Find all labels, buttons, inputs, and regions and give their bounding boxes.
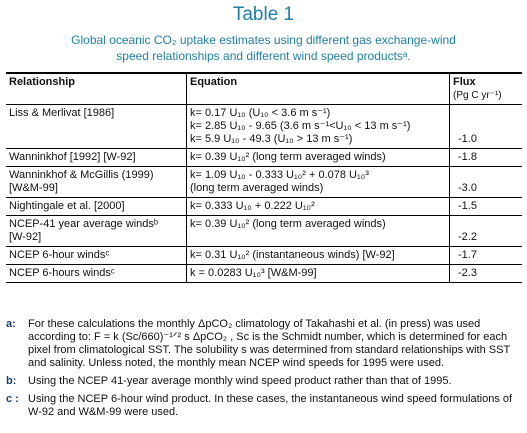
relationship-line: NCEP 6-hour windsᶜ [9, 249, 110, 261]
note-label: b: [6, 375, 17, 387]
relationship-line: [W-92] [9, 231, 42, 243]
column-unit: (Pg C yr⁻¹) [453, 90, 502, 101]
relationship-cell: NCEP 6-hour windsᶜ [6, 246, 187, 265]
table-body: Liss & Merlivat [1986] k= 0.17 U₁₀ (U₁₀ <… [6, 104, 522, 283]
flux-cell: -3.0 [449, 166, 522, 198]
equation-line: k= 0.39 U₁₀² (long term averaged winds) [190, 151, 386, 163]
flux-cell: -1.8 [449, 148, 522, 167]
subtitle-line: Global oceanic CO₂ uptake estimates usin… [71, 33, 456, 47]
table-row: Nightingale et al. [2000] k= 0.333 U₁₀ + … [6, 197, 522, 216]
column-header: Relationship [6, 72, 187, 105]
equation-cell: k= 1.09 U₁₀ - 0.333 U₁₀² + 0.078 U₁₀³ (lo… [186, 166, 450, 198]
table-row: Wanninkhof & McGillis (1999) [W&M-99] k= 1… [6, 166, 522, 198]
note-text: Using the NCEP 41-year average monthly w… [28, 375, 452, 387]
note-text: Using the NCEP 6-hour wind product. In t… [28, 393, 513, 418]
column-header: Equation [186, 72, 450, 105]
relationship-line: Wanninkhof & McGillis (1999) [9, 169, 154, 181]
equation-line: k= 0.31 U₁₀² (instantaneous winds) [W-92… [190, 249, 395, 261]
flux-cell: -1.5 [449, 197, 522, 216]
note: c : Using the NCEP 6-hour wind product. I… [6, 393, 518, 419]
equation-line: k= 2.85 U₁₀ - 9.65 (3.6 m s⁻¹<U₁₀ < 13 m… [190, 120, 411, 132]
notes: a: For these calculations the monthly ΔpC… [6, 318, 518, 424]
relationship-line: Wanninkhof [1992] [W-92] [9, 151, 136, 163]
relationship-cell: NCEP-41 year average windsᵇ [W-92] [6, 215, 187, 247]
equation-cell: k= 0.39 U₁₀² (long term averaged winds) [186, 215, 450, 247]
relationship-cell: NCEP 6-hours windsᶜ [6, 264, 187, 283]
relationship-cell: Nightingale et al. [2000] [6, 197, 187, 216]
equation-cell: k= 0.31 U₁₀² (instantaneous winds) [W-92… [186, 246, 450, 265]
equation-cell: k= 0.17 U₁₀ (U₁₀ < 3.6 m s⁻¹) k= 2.85 U₁₀… [186, 104, 450, 149]
relationship-cell: Wanninkhof & McGillis (1999) [W&M-99] [6, 166, 187, 198]
flux-cell: -2.2 [449, 215, 522, 247]
table-row: NCEP-41 year average windsᵇ [W-92] k= 0.39… [6, 215, 522, 247]
table: Relationship Equation Flux (Pg C yr⁻¹) Li… [6, 72, 522, 283]
title: Table 1 [232, 4, 295, 25]
table-row: Wanninkhof [1992] [W-92] k= 0.39 U₁₀² (lo… [6, 148, 522, 167]
equation-line: (long term averaged winds) [190, 182, 324, 194]
relationship-cell: Liss & Merlivat [1986] [6, 104, 187, 149]
relationship-line: NCEP-41 year average windsᵇ [9, 218, 159, 230]
relationship-line: [W&M-99] [9, 182, 58, 194]
column-header: Flux (Pg C yr⁻¹) [449, 72, 522, 105]
relationship-line: Nightingale et al. [2000] [9, 200, 125, 212]
equation-line: k= 1.09 U₁₀ - 0.333 U₁₀² + 0.078 U₁₀³ [190, 169, 369, 181]
equation-cell: k= 0.333 U₁₀ + 0.222 U₁₀² [186, 197, 450, 216]
relationship-line: NCEP 6-hours windsᶜ [9, 267, 115, 279]
flux-cell: -2.3 [449, 264, 522, 283]
note: b: Using the NCEP 41-year average monthly… [6, 375, 518, 388]
equation-line: k= 0.17 U₁₀ (U₁₀ < 3.6 m s⁻¹) [190, 107, 331, 119]
table-row: Liss & Merlivat [1986] k= 0.17 U₁₀ (U₁₀ <… [6, 104, 522, 149]
equation-line: k= 0.333 U₁₀ + 0.222 U₁₀² [190, 200, 315, 212]
relationship-line: Liss & Merlivat [1986] [9, 107, 115, 119]
equation-cell: k = 0.0283 U₁₀³ [W&M-99] [186, 264, 450, 283]
note-label: a: [6, 318, 16, 330]
note-label: c : [6, 393, 19, 405]
equation-line: k = 0.0283 U₁₀³ [W&M-99] [190, 267, 317, 279]
table-row: NCEP 6-hour windsᶜ k= 0.31 U₁₀² (instanta… [6, 246, 522, 265]
note-text: For these calculations the monthly ΔpCO₂… [28, 318, 510, 369]
table-row: NCEP 6-hours windsᶜ k = 0.0283 U₁₀³ [W&M-… [6, 264, 522, 283]
equation-cell: k= 0.39 U₁₀² (long term averaged winds) [186, 148, 450, 167]
header-row: Relationship Equation Flux (Pg C yr⁻¹) [6, 72, 522, 105]
subtitle: Global oceanic CO₂ uptake estimates usin… [0, 32, 527, 64]
equation-line: k= 5.9 U₁₀ - 49.3 (U₁₀ > 13 m s⁻¹) [190, 133, 353, 145]
relationship-cell: Wanninkhof [1992] [W-92] [6, 148, 187, 167]
subtitle-line: speed relationships and different wind s… [116, 49, 411, 63]
note: a: For these calculations the monthly ΔpC… [6, 318, 518, 370]
flux-cell: -1.0 [449, 104, 522, 149]
equation-line: k= 0.39 U₁₀² (long term averaged winds) [190, 218, 386, 230]
column-title: Flux [453, 76, 476, 88]
flux-cell: -1.7 [449, 246, 522, 265]
